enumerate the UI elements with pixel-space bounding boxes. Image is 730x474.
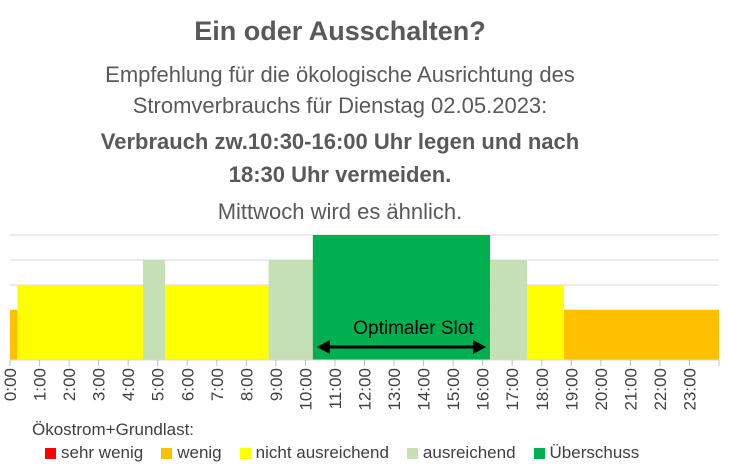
x-tick-label: 18:00 <box>533 368 552 411</box>
bar-segment <box>142 260 166 360</box>
x-tick-label: 15:00 <box>444 368 463 411</box>
x-tick-label: 10:00 <box>296 368 315 411</box>
x-tick-label: 12:00 <box>356 368 375 411</box>
bar-segment <box>312 235 491 360</box>
legend-label: ausreichend <box>422 443 516 462</box>
legend-swatch <box>45 447 56 459</box>
x-tick-label: 23:00 <box>680 368 699 411</box>
legend-swatch <box>533 447 545 459</box>
legend: sehr wenig wenig nicht ausreichend ausre… <box>45 443 657 463</box>
legend-item-ausreichend: ausreichend <box>406 443 516 463</box>
annotation-label: Optimaler Slot <box>353 318 474 339</box>
chart-title: Ein oder Ausschalten? <box>194 16 486 46</box>
legend-item-sehr-wenig: sehr wenig <box>45 443 143 463</box>
legend-label: Überschuss <box>549 443 640 462</box>
legend-item-nicht-ausreichend: nicht ausreichend <box>239 443 389 463</box>
x-tick-label: 19:00 <box>562 368 581 411</box>
recommendation-line-2: 18:30 Uhr vermeiden. <box>228 162 452 187</box>
legend-label: sehr wenig <box>61 443 144 462</box>
legend-label: wenig <box>177 443 222 462</box>
annotation-arrowhead-right <box>473 340 487 354</box>
legend-label: nicht ausreichend <box>255 443 389 462</box>
x-tick-label: 17:00 <box>503 368 522 411</box>
subtitle-line-1: Empfehlung für die ökologische Ausrichtu… <box>105 62 575 87</box>
bar-segment <box>526 285 564 360</box>
subtitle-line-2: Stromverbrauchs für Dienstag 02.05.2023: <box>132 93 548 118</box>
bar-segment <box>165 285 269 360</box>
bar-segment <box>563 310 719 360</box>
x-tick-label: 7:00 <box>208 368 227 401</box>
x-tick-label: 13:00 <box>385 368 404 411</box>
bar-segment <box>10 310 18 360</box>
legend-title: Ökostrom+Grundlast: <box>32 420 195 439</box>
x-tick-label: 0:00 <box>1 368 20 401</box>
x-tick-label: 9:00 <box>267 368 286 401</box>
x-tick-label: 20:00 <box>592 368 611 411</box>
legend-item-ueberschuss: Überschuss <box>533 443 640 463</box>
annotation-arrowhead-left <box>316 340 330 354</box>
legend-swatch <box>239 447 251 459</box>
x-tick-label: 16:00 <box>474 368 493 411</box>
recommendation-line-1: Verbrauch zw.10:30-16:00 Uhr legen und n… <box>100 129 580 154</box>
x-tick-label: 4:00 <box>119 368 138 401</box>
note-text: Mittwoch wird es ähnlich. <box>217 199 463 224</box>
legend-item-wenig: wenig <box>161 443 222 463</box>
x-tick-label: 14:00 <box>415 368 434 411</box>
x-tick-label: 8:00 <box>237 368 256 401</box>
x-tick-label: 1:00 <box>31 368 50 401</box>
legend-swatch <box>406 447 418 459</box>
x-tick-label: 3:00 <box>90 368 109 401</box>
x-tick-label: 21:00 <box>621 368 640 411</box>
bar-segment <box>17 285 143 360</box>
x-tick-label: 11:00 <box>326 368 345 409</box>
x-tick-label: 6:00 <box>178 368 197 401</box>
x-tick-label: 5:00 <box>149 368 168 401</box>
x-tick-label: 2:00 <box>60 368 79 401</box>
bar-segment <box>268 260 313 360</box>
bar-segment <box>490 260 527 360</box>
legend-swatch <box>161 447 173 459</box>
x-tick-label: 22:00 <box>651 368 670 411</box>
